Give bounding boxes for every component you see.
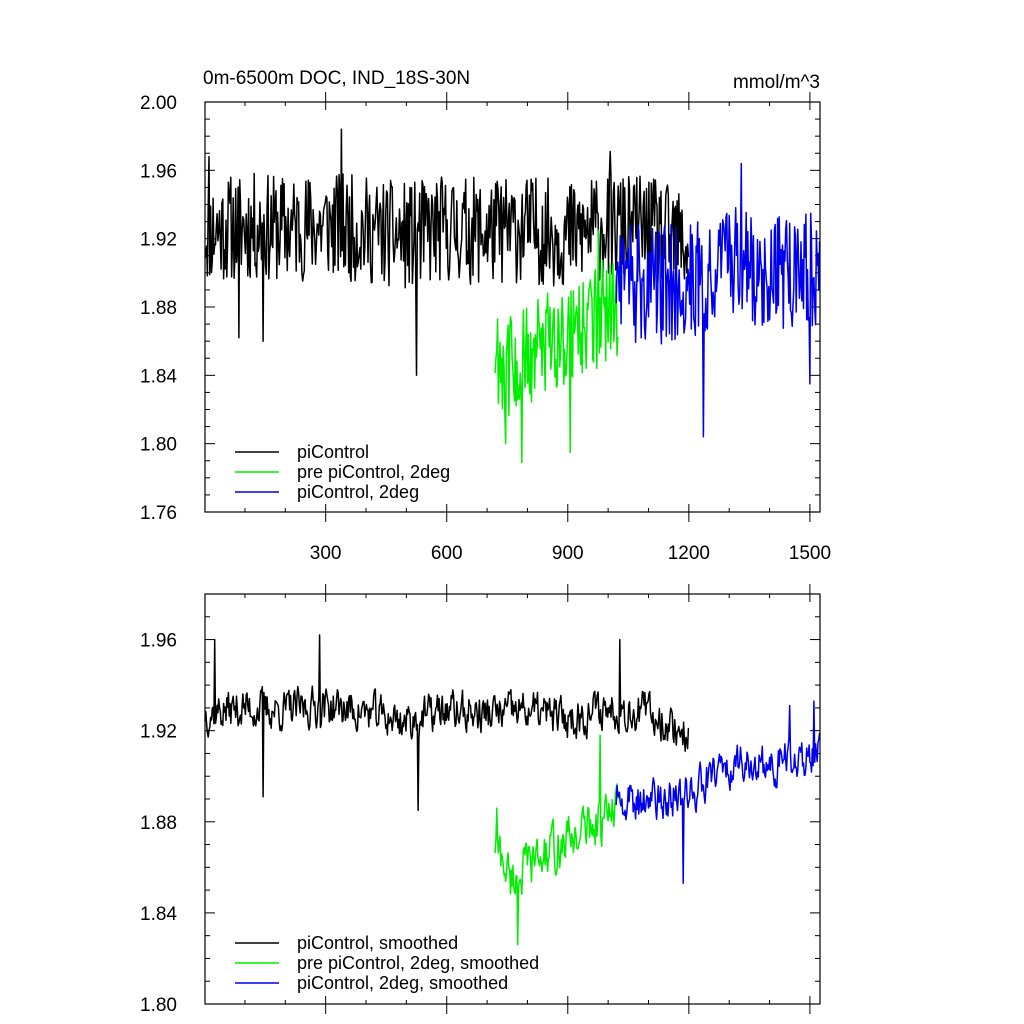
bottom-plot-frame bbox=[204, 593, 821, 1005]
bottom-y-tick-labels: 1.80 1.84 1.88 1.92 1.96 bbox=[140, 631, 177, 1016]
y-tick-label: 2.00 bbox=[140, 93, 177, 114]
legend-label: pre piControl, 2deg, smoothed bbox=[297, 953, 539, 973]
bottom-panel: 1.80 1.84 1.88 1.92 1.96 piControl, smoothed… bbox=[140, 584, 821, 1016]
legend-label: piControl, 2deg bbox=[297, 482, 419, 502]
legend-label: pre piControl, 2deg bbox=[297, 462, 450, 482]
y-tick-label: 1.80 bbox=[140, 995, 177, 1016]
top-y-tick-labels: 1.76 1.80 1.84 1.88 1.92 1.96 2.00 bbox=[140, 93, 177, 524]
series-line bbox=[204, 128, 690, 377]
x-tick-label: 1500 bbox=[789, 543, 831, 564]
y-tick-label: 1.92 bbox=[140, 230, 177, 251]
top-plot-frame bbox=[204, 101, 821, 513]
bottom-series-lines bbox=[204, 634, 821, 946]
top-panel: 0m-6500m DOC, IND_18S-30N mmol/m^3 1.761… bbox=[140, 68, 831, 564]
top-series-lines bbox=[204, 128, 821, 464]
series-line bbox=[615, 162, 821, 438]
y-tick-label: 1.80 bbox=[140, 435, 177, 456]
chart-title: 0m-6500m DOC, IND_18S-30N bbox=[203, 68, 470, 89]
y-tick-label: 1.84 bbox=[140, 366, 177, 387]
series-line bbox=[204, 634, 690, 812]
bottom-axis-ticks bbox=[205, 584, 820, 1014]
series-line bbox=[494, 229, 619, 464]
y-tick-label: 1.84 bbox=[140, 904, 177, 925]
x-tick-label: 300 bbox=[310, 543, 342, 564]
y-tick-label: 1.88 bbox=[140, 813, 177, 834]
y-tick-label: 1.76 bbox=[140, 503, 177, 524]
legend-label: piControl, 2deg, smoothed bbox=[297, 973, 508, 993]
y-tick-label: 1.96 bbox=[140, 631, 177, 652]
top-x-tick-labels: 300 600 900 1200 1500 bbox=[310, 543, 831, 564]
legend-label: piControl bbox=[297, 442, 369, 462]
series-line bbox=[615, 700, 821, 885]
units-label: mmol/m^3 bbox=[733, 72, 820, 93]
y-tick-label: 1.88 bbox=[140, 298, 177, 319]
y-tick-label: 1.92 bbox=[140, 722, 177, 743]
x-tick-label: 1200 bbox=[668, 543, 710, 564]
x-tick-label: 600 bbox=[431, 543, 463, 564]
x-tick-label: 900 bbox=[552, 543, 584, 564]
series-line bbox=[494, 734, 619, 946]
y-tick-label: 1.96 bbox=[140, 161, 177, 182]
legend-label: piControl, smoothed bbox=[297, 933, 458, 953]
